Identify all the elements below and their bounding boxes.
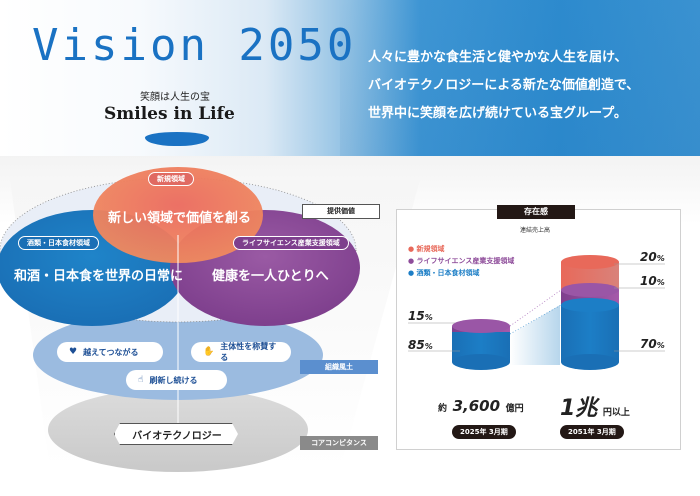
- label-core: コアコンピタンス: [300, 436, 378, 450]
- domain-lifescience-text: 健康を一人ひとりへ: [212, 269, 329, 284]
- culture-item-label: 主体性を称賛する: [220, 342, 277, 362]
- chart-legend: ● 新規領域 ● ライフサイエンス産業支援領域 ● 酒類・日本食材領域: [408, 243, 514, 279]
- chart-subtitle: 連結売上高: [520, 227, 551, 234]
- tagline: Smiles in Life: [104, 104, 235, 124]
- core-competence-badge: バイオテクノロジー: [114, 423, 238, 445]
- legend-dot-icon: ●: [408, 257, 417, 265]
- tag-new-domain: 新規領域: [148, 172, 194, 186]
- tag-lifescience-domain: ライフサイエンス産業支援領域: [233, 236, 349, 250]
- pct-2025-alcohol: 85%: [408, 338, 433, 352]
- pct-2051-alcohol: 70%: [640, 337, 665, 351]
- smile-mark-icon: [145, 132, 209, 146]
- total-2051: 1兆 円以上: [560, 396, 630, 421]
- culture-item-praise: ✋ 主体性を称賛する: [191, 342, 291, 362]
- legend-item-lifescience: ● ライフサイエンス産業支援領域: [408, 257, 515, 265]
- hero-banner: [0, 0, 700, 156]
- core-competence-label: バイオテクノロジー: [132, 430, 222, 442]
- chart-title: 存在感: [497, 205, 575, 219]
- legend-dot-icon: ●: [408, 245, 417, 253]
- mission-line: 人々に豊かな食生活と健やかな人生を届け、: [368, 50, 628, 65]
- heart-sparkle-icon: ♥: [69, 347, 78, 357]
- mission-line: 世界中に笑顔を広げ続けている宝グループ。: [368, 106, 627, 121]
- domain-new-text: 新しい領域で価値を創る: [108, 211, 252, 226]
- subtitle-jp: 笑顔は人生の宝: [140, 92, 210, 103]
- pct-2051-lifescience: 10%: [640, 274, 665, 288]
- legend-item-new: ● 新規領域: [408, 245, 445, 253]
- label-value: 提供価値: [302, 204, 380, 219]
- label-culture: 組織風土: [300, 360, 378, 374]
- culture-item-renew: ☝ 刷新し続ける: [126, 370, 227, 390]
- pct-2025-lifescience: 15%: [408, 309, 433, 323]
- mission-statement: 人々に豊かな食生活と健やかな人生を届け、 バイオテクノロジーによる新たな価値創造…: [368, 44, 639, 128]
- period-2025: 2025年 3月期: [452, 425, 516, 439]
- culture-item-label: 刷新し続ける: [149, 375, 198, 385]
- vision-title: Vision 2050: [32, 20, 357, 71]
- stacked-cylinder-chart: [408, 255, 665, 370]
- legend-dot-icon: ●: [408, 269, 417, 277]
- culture-item-label: 越えてつながる: [83, 347, 139, 357]
- culture-item-connect: ♥ 越えてつながる: [57, 342, 163, 362]
- total-2025: 約 3,600 億円: [438, 397, 524, 415]
- hero-photo-overlay: [340, 0, 700, 156]
- domain-alcohol-text: 和酒・日本食を世界の日常に: [14, 269, 184, 284]
- pct-2051-new: 20%: [640, 250, 665, 264]
- tag-alcohol-domain: 酒類・日本食材領域: [18, 236, 99, 250]
- period-2051: 2051年 3月期: [560, 425, 624, 439]
- mission-line: バイオテクノロジーによる新たな価値創造で、: [368, 78, 640, 93]
- legend-item-alcohol: ● 酒類・日本食材領域: [408, 269, 480, 277]
- clapping-hands-icon: ✋: [203, 347, 215, 357]
- renewal-hands-icon: ☝: [138, 375, 144, 385]
